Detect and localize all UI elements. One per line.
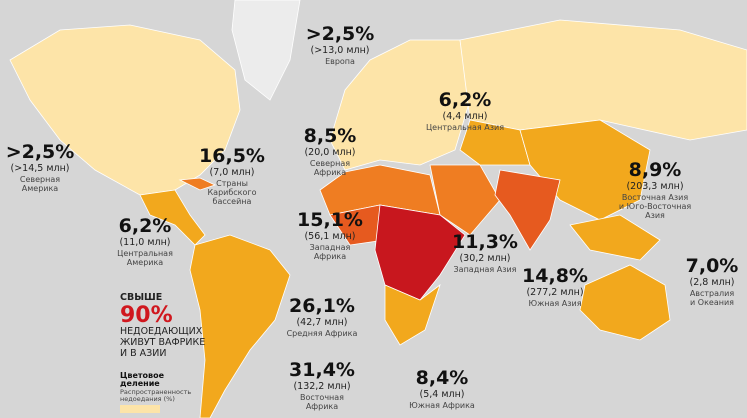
region-name: Азия (645, 211, 665, 220)
region-count: (2,8 млн) (690, 277, 735, 288)
region-percent: 11,3% (452, 231, 518, 253)
north-america (9, 24, 241, 196)
caribbean (178, 177, 217, 191)
south-asia (494, 169, 561, 251)
region-name: Средняя Африка (287, 329, 358, 338)
legend-subtitle: Распространенность (120, 388, 191, 396)
region-name: Южная Азия (528, 299, 581, 308)
region-percent: 6,2% (119, 215, 172, 237)
region-name: Европа (325, 57, 355, 66)
central-asia (459, 119, 531, 166)
region-percent: 6,2% (439, 89, 492, 111)
region-count: (277,2 млн) (526, 287, 583, 298)
callout-line: И В АЗИИ (120, 348, 166, 359)
region-count: (30,2 млн) (459, 253, 510, 264)
region-count: (132,2 млн) (293, 381, 350, 392)
region-percent: 14,8% (522, 265, 588, 287)
land (9, 0, 747, 418)
australia (579, 264, 671, 341)
region-name: Центральная Азия (426, 123, 504, 132)
region-count: (5,4 млн) (420, 389, 465, 400)
region-name: Америка (127, 258, 164, 267)
region-count: (203,3 млн) (626, 181, 683, 192)
callout-top: СВЫШЕ (120, 292, 162, 303)
labels: >2,5%(>14,5 млн)СевернаяАмерика16,5%(7,0… (6, 23, 739, 411)
legend-title: деление (120, 379, 160, 388)
east-asia (519, 119, 651, 221)
south-america (189, 234, 291, 418)
region-name: Восточная (300, 393, 344, 402)
region-name: Африка (314, 252, 346, 261)
callout-big: 90% (120, 303, 173, 328)
region-name: Америка (22, 184, 59, 193)
region-count: (56,1 млн) (304, 231, 355, 242)
region-percent: 7,0% (686, 255, 739, 277)
east-central-africa (374, 204, 466, 301)
region-percent: 26,1% (289, 295, 355, 317)
region-name: Восточная Азия (622, 193, 688, 202)
region-count: (>14,5 млн) (11, 163, 70, 174)
region-percent: >2,5% (6, 141, 75, 163)
region-name: бассейна (213, 197, 252, 206)
region-percent: 8,4% (416, 367, 469, 389)
southern-africa (384, 283, 441, 346)
region-percent: 31,4% (289, 359, 355, 381)
southeast-asia (569, 214, 661, 261)
callout-line: НЕДОЕДАЮЩИХ (120, 326, 203, 337)
region-name: и Океания (690, 298, 734, 307)
region-name: Западная (310, 243, 351, 252)
region-percent: 16,5% (199, 145, 265, 167)
callout-line: ЖИВУТ ВАФРИКЕ (120, 337, 205, 348)
region-percent: 15,1% (297, 209, 363, 231)
region-name: Африка (314, 168, 346, 177)
region-percent: >2,5% (306, 23, 375, 45)
legend: ЦветовоеделениеРаспространенностьнедоеда… (120, 371, 191, 413)
region-name: и Юго-Восточная (619, 202, 692, 211)
region-name: Центральная (117, 249, 173, 258)
region-name: Западная Азия (454, 265, 517, 274)
region-count: (42,7 млн) (296, 317, 347, 328)
legend-subtitle: недоедания (%) (120, 395, 175, 403)
region-name: Страны (216, 179, 248, 188)
region-name: Карибского (207, 188, 256, 197)
region-name: Южная Африка (409, 401, 475, 410)
region-percent: 8,5% (304, 125, 357, 147)
legend-title: Цветовое (120, 371, 165, 380)
region-percent: 8,9% (629, 159, 682, 181)
region-count: (20,0 млн) (304, 147, 355, 158)
region-count: (>13,0 млн) (311, 45, 370, 56)
central-america (139, 189, 206, 246)
region-name: Северная (20, 175, 60, 184)
region-name: Африка (306, 402, 338, 411)
greenland (231, 0, 301, 101)
region-count: (4,4 млн) (443, 111, 488, 122)
west-asia (429, 164, 501, 236)
region-count: (7,0 млн) (210, 167, 255, 178)
region-count: (11,0 млн) (119, 237, 170, 248)
region-name: Австралия (690, 289, 735, 298)
region-name: Северная (310, 159, 350, 168)
legend-swatch (120, 405, 160, 413)
